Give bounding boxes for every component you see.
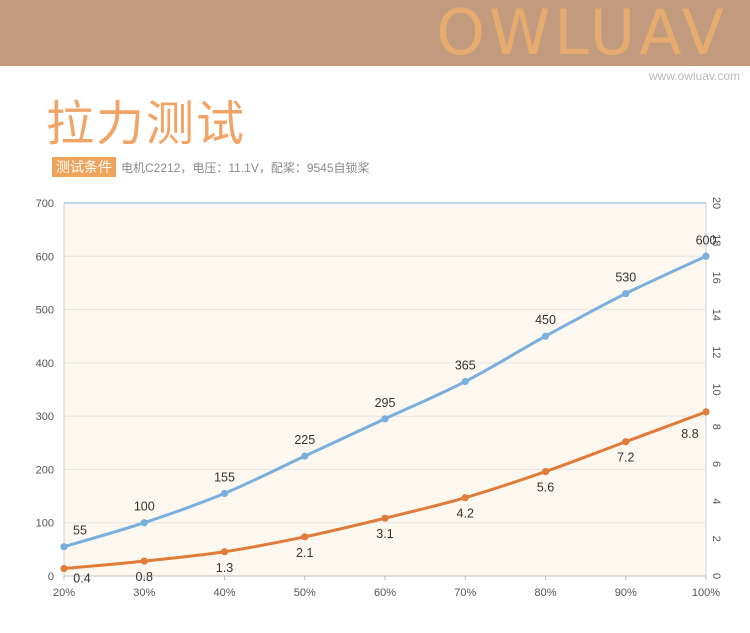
y-left-tick-label: 500: [36, 305, 54, 317]
data-label: 2.1: [296, 546, 313, 560]
data-label: 4.2: [457, 507, 474, 521]
data-label: 600: [696, 233, 717, 247]
conditions-badge: 测试条件: [52, 157, 116, 177]
y-left-tick-label: 0: [48, 571, 54, 583]
data-point: [381, 514, 389, 522]
data-point: [702, 252, 710, 260]
x-tick-label: 90%: [615, 587, 637, 599]
data-point: [220, 489, 229, 498]
y-left-tick-label: 400: [36, 358, 54, 370]
data-label: 100: [134, 500, 155, 514]
y-right-tick-label: 2: [710, 536, 722, 542]
y-left-tick-label: 300: [36, 411, 54, 423]
header-banner: OWLUAV: [0, 0, 750, 66]
data-point: [301, 452, 309, 460]
data-point: [60, 564, 68, 573]
x-tick-label: 20%: [53, 587, 75, 599]
y-right-tick-label: 10: [710, 383, 722, 395]
y-right-tick-label: 18: [710, 234, 722, 246]
data-label: 365: [455, 359, 476, 373]
x-tick-label: 70%: [454, 587, 476, 599]
data-label: 295: [375, 396, 396, 410]
data-label: 55: [73, 524, 87, 538]
page-title: 拉力测试: [46, 96, 247, 152]
data-point: [381, 415, 389, 423]
data-label: 3.1: [376, 527, 393, 541]
x-tick-label: 30%: [133, 587, 155, 599]
data-label: 1.3: [216, 561, 233, 575]
brand-logo: OWLUAV: [436, 0, 728, 69]
data-point: [622, 438, 630, 446]
data-label: 8.8: [681, 427, 698, 441]
data-point: [140, 519, 148, 527]
site-url[interactable]: www.owluav.com: [648, 69, 740, 83]
y-left-tick-label: 700: [36, 198, 54, 210]
x-tick-label: 60%: [374, 587, 396, 599]
data-point: [140, 557, 148, 565]
y-left-tick-label: 100: [36, 518, 54, 530]
conditions-text: 电机C2212，电压：11.1V，配桨：9545自锁桨: [121, 160, 370, 175]
data-point: [60, 543, 68, 551]
data-label: 7.2: [617, 451, 634, 465]
data-label: 5.6: [537, 481, 554, 495]
y-left-tick-label: 600: [36, 251, 54, 263]
data-label: 450: [535, 313, 556, 327]
data-label: 0.4: [73, 572, 90, 586]
y-right-tick-label: 4: [710, 498, 722, 504]
x-tick-label: 40%: [213, 587, 235, 599]
thrust-chart: 0 100 200 300 400 500 600 700 0 2 4 6 8 10 12 14 16 18 20 2…: [36, 197, 722, 599]
data-point: [220, 548, 229, 556]
data-point: [622, 289, 630, 298]
data-point: [541, 467, 550, 476]
x-tick-label: 100%: [692, 587, 720, 599]
y-left-tick-label: 200: [36, 464, 54, 476]
x-tick-label: 80%: [534, 587, 556, 599]
y-right-tick-label: 14: [710, 309, 722, 321]
y-right-tick-label: 12: [710, 346, 722, 358]
data-point: [541, 332, 550, 340]
data-point: [461, 377, 469, 386]
data-label: 225: [294, 433, 315, 447]
data-point: [461, 494, 469, 502]
y-right-tick-label: 16: [710, 271, 722, 283]
data-label: 530: [615, 271, 636, 285]
test-conditions: 测试条件 电机C2212，电压：11.1V，配桨：9545自锁桨: [52, 157, 370, 177]
data-point: [301, 533, 309, 541]
data-label: 0.8: [136, 570, 153, 584]
y-right-tick-label: 6: [710, 461, 722, 467]
y-right-tick-label: 20: [710, 197, 722, 209]
x-tick-label: 50%: [294, 587, 316, 599]
data-label: 155: [214, 470, 235, 484]
data-point: [702, 408, 710, 416]
y-right-tick-label: 0: [710, 573, 722, 579]
y-right-tick-label: 8: [710, 424, 722, 430]
